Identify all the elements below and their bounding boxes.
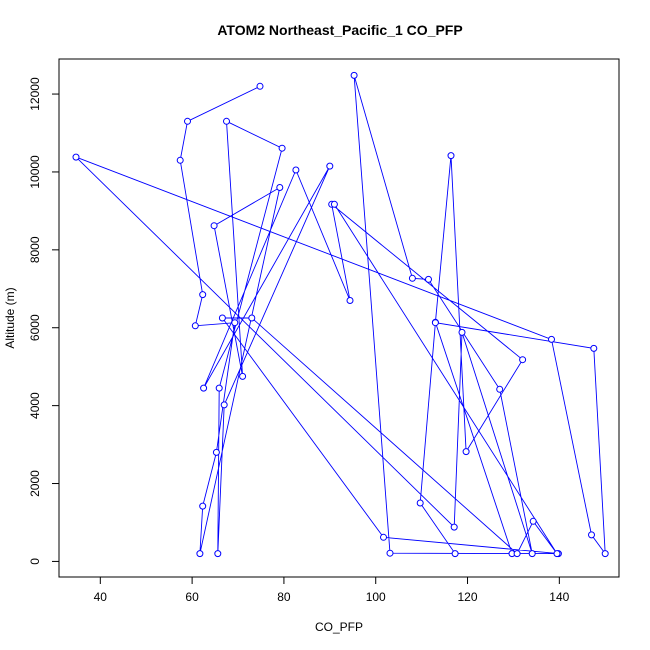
y-tick-label: 12000 <box>28 77 42 111</box>
data-point <box>447 152 455 160</box>
y-tick-label: 10000 <box>28 155 42 189</box>
y-tick-label: 0 <box>28 558 42 565</box>
data-point <box>215 384 223 392</box>
data-point <box>458 328 466 336</box>
data-point <box>416 499 424 507</box>
data-point <box>425 275 432 283</box>
data-point <box>239 372 247 380</box>
x-axis-label: CO_PFP <box>315 620 363 634</box>
data-point <box>212 448 220 456</box>
x-tick-label: 140 <box>549 590 569 604</box>
data-point <box>220 401 228 409</box>
data-point <box>256 82 264 90</box>
data-point <box>431 319 439 327</box>
data-point <box>276 184 284 191</box>
data-point <box>590 344 598 352</box>
y-axis-label: Altitude (m) <box>3 287 17 348</box>
data-point <box>462 448 470 456</box>
y-tick-label: 4000 <box>28 392 42 419</box>
x-tick-label: 120 <box>458 590 478 604</box>
data-point <box>184 117 191 125</box>
data-point <box>548 335 555 343</box>
data-point <box>278 144 286 152</box>
data-point <box>218 314 226 322</box>
data-point <box>386 549 394 557</box>
x-tick-label: 40 <box>94 590 108 604</box>
data-point <box>292 166 300 174</box>
data-point <box>346 297 354 304</box>
data-point <box>553 550 561 558</box>
data-point <box>199 502 207 510</box>
data-point <box>408 274 416 282</box>
x-tick-label: 60 <box>185 590 199 604</box>
data-point <box>231 319 239 327</box>
data-point <box>513 550 521 558</box>
data-point <box>601 550 609 558</box>
y-tick-label: 2000 <box>28 470 42 497</box>
data-point <box>176 156 184 164</box>
data-point <box>248 314 256 322</box>
data-point <box>330 200 338 208</box>
data-point <box>326 162 334 170</box>
data-point <box>350 71 358 79</box>
y-tick-label: 6000 <box>28 314 42 341</box>
data-point <box>223 117 230 125</box>
x-axis: 40 60 80 100 120 140 <box>94 577 570 604</box>
chart-title: ATOM2 Northeast_Pacific_1 CO_PFP <box>217 22 462 38</box>
series-group <box>72 71 609 558</box>
data-point <box>199 291 207 299</box>
y-axis: 0 2000 4000 6000 8000 10000 12000 <box>28 77 59 565</box>
data-point <box>496 385 504 393</box>
x-tick-label: 80 <box>277 590 291 604</box>
data-point <box>380 533 387 541</box>
data-point <box>200 384 208 392</box>
data-point <box>588 531 595 539</box>
data-point <box>72 153 80 161</box>
data-point <box>191 322 199 330</box>
data-point <box>519 356 527 364</box>
x-tick-label: 100 <box>366 590 386 604</box>
data-point <box>451 550 459 558</box>
data-point <box>528 550 536 558</box>
data-point <box>450 523 458 531</box>
data-point <box>210 222 218 230</box>
data-point <box>529 517 537 525</box>
series-line <box>75 75 606 556</box>
data-point <box>214 550 222 558</box>
y-tick-label: 8000 <box>28 236 42 263</box>
plot-frame <box>58 58 620 578</box>
data-point <box>196 550 204 558</box>
